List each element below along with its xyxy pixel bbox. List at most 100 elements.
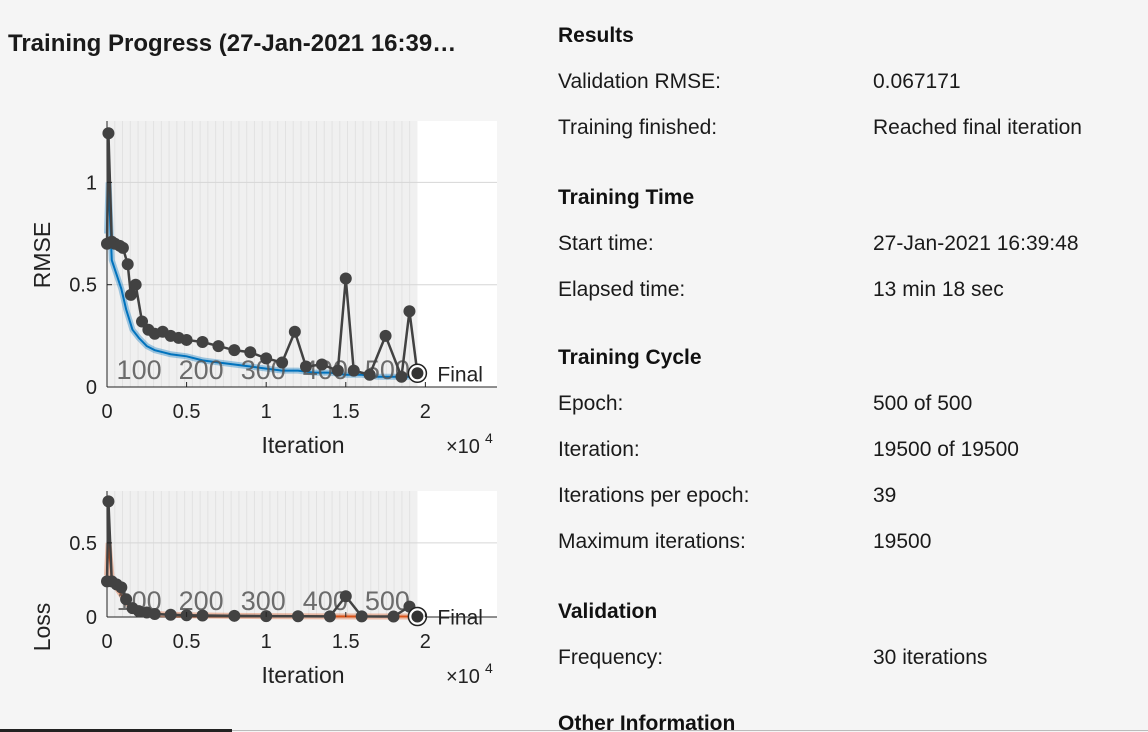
validation-point	[339, 272, 352, 285]
validation-point	[315, 358, 328, 371]
validation-point	[124, 288, 137, 301]
final-marker-dot	[411, 367, 424, 380]
result-row: Validation RMSE: 0.067171	[558, 70, 1138, 98]
validation-point	[331, 364, 344, 377]
x-tick-label: 1.5	[332, 631, 360, 653]
y-axis-label: Loss	[29, 603, 55, 652]
result-label: Training finished:	[558, 116, 718, 139]
validation-point	[260, 352, 273, 365]
validation-point	[339, 590, 352, 603]
x-exponent-power: 4	[485, 660, 493, 676]
section-title: Results	[558, 24, 634, 47]
result-row: Start time: 27-Jan-2021 16:39:48	[558, 232, 1138, 260]
final-label: Final	[437, 363, 483, 386]
validation-point	[148, 608, 161, 621]
x-tick-label: 0.5	[173, 401, 201, 423]
section-title: Training Cycle	[558, 346, 702, 369]
validation-point	[164, 608, 177, 621]
epoch-label: 100	[117, 355, 162, 385]
section-title: Validation	[558, 600, 658, 623]
validation-point	[323, 610, 336, 623]
x-tick-label: 0	[101, 401, 112, 423]
x-exponent-label: ×10	[446, 436, 480, 458]
result-value: 0.067171	[873, 70, 961, 93]
result-label: Iterations per epoch:	[558, 484, 750, 507]
result-label: Validation RMSE:	[558, 70, 722, 93]
validation-point	[102, 495, 115, 508]
validation-point	[363, 368, 376, 381]
validation-point	[136, 315, 149, 328]
result-row: Iteration: 19500 of 19500	[558, 438, 1138, 466]
section-title: Other Information	[558, 712, 736, 732]
x-tick-label: 0.5	[173, 631, 201, 653]
y-tick-label: 0	[86, 377, 97, 399]
y-axis-label: RMSE	[29, 222, 55, 288]
x-tick-label: 0	[101, 631, 112, 653]
x-tick-label: 2	[420, 401, 431, 423]
result-value: 19500	[873, 530, 932, 553]
validation-point	[292, 610, 305, 623]
validation-point	[180, 333, 193, 346]
result-label: Iteration:	[558, 438, 640, 461]
result-value: 27-Jan-2021 16:39:48	[873, 232, 1079, 255]
result-row: Frequency: 30 iterations	[558, 646, 1138, 674]
window-title: Training Progress (27-Jan-2021 16:39…	[8, 30, 457, 57]
final-label: Final	[437, 607, 483, 630]
result-value: 19500 of 19500	[873, 438, 1019, 461]
validation-point	[121, 258, 134, 271]
validation-point	[347, 364, 360, 377]
validation-point	[120, 593, 133, 606]
x-tick-label: 1.5	[332, 401, 360, 423]
validation-point	[299, 360, 312, 373]
validation-point	[129, 278, 142, 291]
validation-point	[228, 609, 241, 622]
result-row: Epoch: 500 of 500	[558, 392, 1138, 420]
result-row: Maximum iterations: 19500	[558, 530, 1138, 558]
validation-point	[387, 610, 400, 623]
x-exponent-label: ×10	[446, 666, 480, 688]
final-marker-dot	[411, 610, 424, 623]
validation-point	[196, 609, 209, 622]
validation-point	[228, 344, 241, 357]
result-row: Iterations per epoch: 39	[558, 484, 1138, 512]
scroll-indicator[interactable]	[0, 729, 232, 732]
epoch-label: 200	[179, 355, 224, 385]
validation-point	[212, 340, 225, 353]
x-exponent-power: 4	[485, 430, 493, 446]
y-tick-label: 0.5	[69, 275, 97, 297]
result-value: 39	[873, 484, 897, 507]
validation-point	[395, 370, 408, 383]
bottom-divider	[232, 730, 1148, 731]
validation-point	[355, 610, 368, 623]
result-value: Reached final iteration	[873, 116, 1082, 139]
result-label: Maximum iterations:	[558, 530, 746, 553]
result-label: Elapsed time:	[558, 278, 686, 301]
result-value: 30 iterations	[873, 646, 988, 669]
validation-point	[244, 346, 257, 359]
validation-point	[379, 329, 392, 342]
x-tick-label: 1	[261, 631, 272, 653]
result-label: Start time:	[558, 232, 654, 255]
x-axis-label: Iteration	[261, 662, 344, 688]
y-tick-label: 0	[86, 607, 97, 629]
validation-point	[102, 127, 115, 140]
validation-point	[403, 305, 416, 318]
validation-point	[196, 335, 209, 348]
result-label: Frequency:	[558, 646, 664, 669]
y-tick-label: 1	[86, 172, 97, 194]
results-panel: Results Validation RMSE: 0.067171 Training …	[558, 0, 1148, 732]
section-title: Training Time	[558, 186, 695, 209]
validation-point	[288, 325, 301, 338]
validation-point	[276, 356, 289, 369]
result-row: Elapsed time: 13 min 18 sec	[558, 278, 1138, 306]
x-tick-label: 2	[420, 631, 431, 653]
result-value: 13 min 18 sec	[873, 278, 1004, 301]
validation-point	[115, 581, 128, 594]
result-value: 500 of 500	[873, 392, 973, 415]
x-tick-label: 1	[261, 401, 272, 423]
validation-point	[116, 241, 129, 254]
result-row: Training finished: Reached final iteratio…	[558, 116, 1138, 144]
result-label: Epoch:	[558, 392, 624, 415]
epoch-label: 400	[303, 586, 348, 616]
